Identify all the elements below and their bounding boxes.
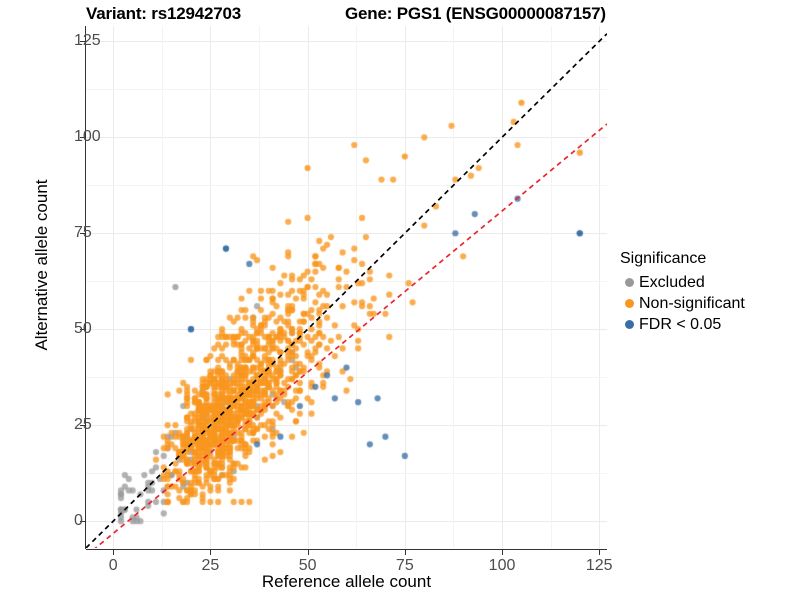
y-tick-mark: [80, 521, 85, 523]
x-tick-label: 125: [585, 557, 613, 574]
data-points-layer: [86, 26, 607, 548]
legend-item-label: FDR < 0.05: [639, 315, 722, 333]
x-axis-line: [86, 549, 607, 550]
legend-title: Significance: [620, 250, 707, 267]
title-row: Variant: rs12942703 Gene: PGS1 (ENSG0000…: [0, 2, 800, 26]
legend-item-excluded[interactable]: Excluded: [620, 272, 795, 293]
y-tick-label: 25: [74, 416, 92, 434]
y-tick-label: 50: [74, 320, 92, 338]
plot-panel: [86, 26, 607, 548]
x-tick-label: 25: [201, 557, 220, 574]
legend-item-non-significant[interactable]: Non-significant: [620, 293, 795, 314]
x-axis-title: Reference allele count: [261, 572, 432, 591]
y-tick-label: 75: [74, 224, 92, 242]
y-tick-label: 125: [74, 32, 101, 50]
legend-dot-icon: [625, 278, 634, 287]
legend-key: [620, 278, 639, 287]
legend-dot-icon: [625, 299, 634, 308]
legend-item-label: Excluded: [639, 273, 705, 291]
legend-items: Excluded Non-significant FDR < 0.05: [620, 272, 795, 335]
legend-dot-icon: [625, 320, 634, 329]
x-tick-label: 75: [395, 557, 414, 574]
x-tick-label: 100: [488, 557, 516, 574]
legend: Significance Excluded Non-significant FDR …: [620, 250, 795, 335]
y-tick-label: 100: [74, 128, 101, 146]
x-tick-mark: [210, 550, 212, 555]
y-axis-line: [85, 26, 86, 549]
y-tick-mark: [80, 425, 85, 427]
x-tick-label: 50: [298, 557, 317, 574]
legend-key: [620, 299, 639, 308]
y-tick-mark: [80, 41, 85, 43]
legend-item-label: Non-significant: [639, 294, 745, 312]
x-tick-mark: [599, 550, 601, 555]
gene-title: Gene: PGS1 (ENSG00000087157): [345, 4, 606, 23]
legend-key: [620, 320, 639, 329]
x-tick-mark: [307, 550, 309, 555]
y-tick-mark: [80, 137, 85, 139]
x-tick-mark: [502, 550, 504, 555]
x-tick-label: 0: [108, 557, 118, 574]
x-tick-mark: [404, 550, 406, 555]
y-tick-mark: [80, 233, 85, 235]
legend-item-fdr-0-05[interactable]: FDR < 0.05: [620, 314, 795, 335]
x-tick-mark: [113, 550, 115, 555]
y-tick-label: 0: [74, 512, 83, 530]
y-tick-mark: [80, 329, 85, 331]
y-axis-title: Alternative allele count: [32, 179, 51, 351]
variant-title: Variant: rs12942703: [86, 4, 241, 23]
